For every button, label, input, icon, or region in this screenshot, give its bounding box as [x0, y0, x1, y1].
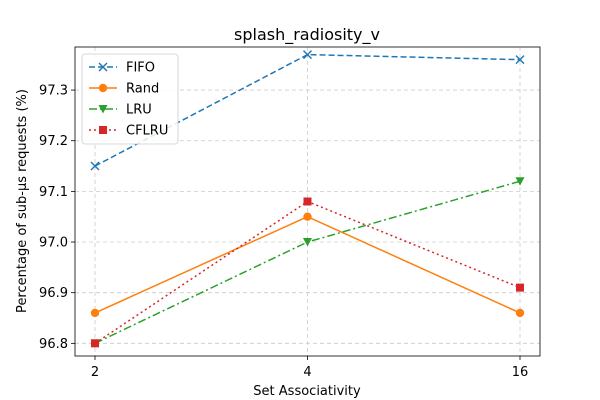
- data-point-cflru: [91, 339, 99, 348]
- data-point-lru: [303, 238, 312, 247]
- series-fifo: [90, 50, 525, 171]
- legend-marker-rand: [98, 83, 108, 93]
- legend-marker-fifo: [98, 62, 108, 72]
- data-point-rand: [515, 308, 525, 318]
- legend-marker-cflru: [99, 126, 107, 134]
- legend-box: [81, 53, 179, 145]
- legend-item-lru: LRU: [89, 103, 152, 118]
- data-point-rand: [90, 308, 100, 318]
- legend-item-fifo: FIFO: [89, 61, 155, 76]
- x-tick-label: 4: [303, 365, 311, 380]
- legend-label-fifo: FIFO: [126, 61, 155, 76]
- x-axis-label: Set Associativity: [253, 384, 361, 399]
- y-tick-label: 96.8: [39, 337, 68, 352]
- y-axis-label: Percentage of sub-µs requests (%): [15, 89, 30, 313]
- data-point-rand: [303, 212, 312, 221]
- legend-marker-lru: [98, 105, 108, 114]
- axis-ticks: 96.8 96.9 97.0 97.1 97.2 97.3 2 4 16: [39, 84, 528, 380]
- series-group: [90, 50, 525, 348]
- legend-label-lru: LRU: [126, 103, 152, 118]
- x-tick-label: 2: [91, 365, 99, 380]
- x-tick-label: 16: [512, 365, 529, 380]
- y-tick-label: 97.1: [39, 185, 68, 200]
- y-tick-label: 97.3: [39, 84, 68, 99]
- data-point-lru: [515, 177, 525, 186]
- series-rand: [90, 212, 525, 318]
- y-tick-label: 97.2: [39, 134, 68, 149]
- data-point-cflru: [303, 197, 312, 206]
- y-tick-label: 96.9: [39, 286, 68, 301]
- data-point-fifo: [90, 161, 100, 171]
- legend-item-rand: Rand: [89, 82, 159, 97]
- data-point-fifo: [515, 55, 525, 65]
- legend-label-rand: Rand: [126, 82, 159, 97]
- legend-label-cflru: CFLRU: [126, 124, 168, 139]
- chart-title: splash_radiosity_v: [234, 25, 380, 45]
- series-cflru: [91, 197, 524, 348]
- legend-item-cflru: CFLRU: [89, 124, 168, 139]
- data-point-cflru: [516, 283, 524, 292]
- legend: FIFO Rand LRU CFLRU: [81, 53, 179, 145]
- data-point-fifo: [303, 50, 312, 60]
- y-tick-label: 97.0: [39, 236, 68, 251]
